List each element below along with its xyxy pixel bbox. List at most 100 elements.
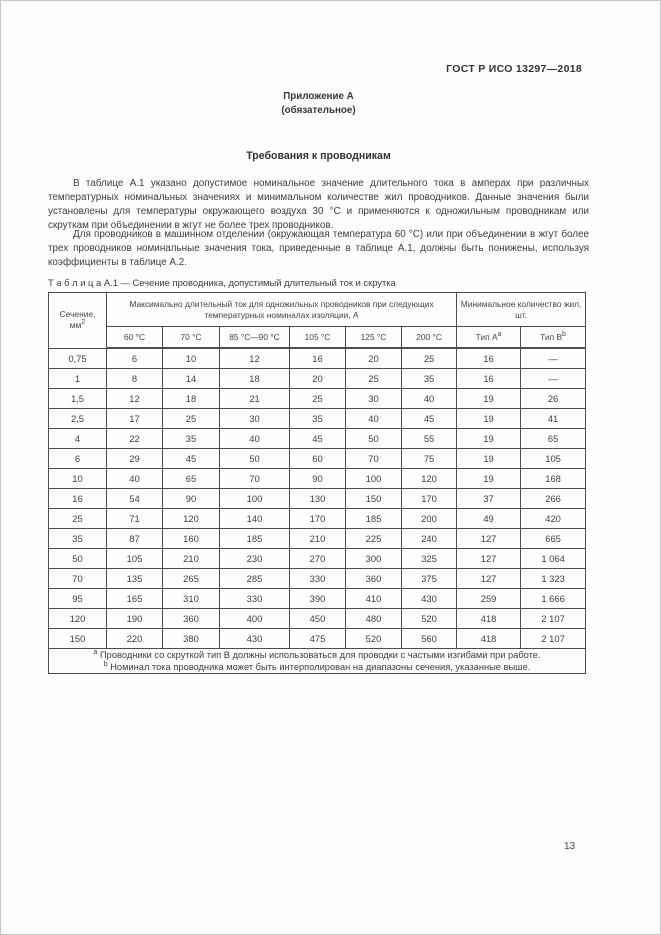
cell-value: 375 bbox=[400, 568, 458, 589]
table-header: Сечение, мм2 Максимально длительный ток … bbox=[48, 292, 587, 349]
col-header-temp-125: 125 °С bbox=[345, 326, 402, 349]
cell-value: 20 bbox=[289, 368, 346, 389]
cell-value: 330 bbox=[289, 568, 346, 589]
cell-value: 25 bbox=[400, 347, 458, 369]
cell-value: 127 bbox=[456, 568, 522, 589]
cell-value: 35 bbox=[400, 368, 458, 389]
doc-code: ГОСТ Р ИСО 13297—2018 bbox=[446, 63, 582, 75]
cell-value: 19 bbox=[456, 408, 522, 429]
table-caption: Т а б л и ц а А.1 — Сечение проводника, … bbox=[48, 277, 396, 288]
cell-section: 1,5 bbox=[48, 388, 107, 409]
cell-value: 90 bbox=[162, 488, 220, 509]
col-header-type-a: Тип Аa bbox=[456, 326, 522, 349]
cell-value: 71 bbox=[106, 508, 163, 529]
annex-heading: Приложение А (обязательное) bbox=[48, 90, 589, 117]
cell-value: 360 bbox=[345, 568, 402, 589]
cell-value: 230 bbox=[219, 548, 290, 569]
page-number: 13 bbox=[564, 841, 576, 852]
cell-value: 185 bbox=[345, 508, 402, 529]
cell-value: 16 bbox=[456, 347, 522, 369]
cell-value: 450 bbox=[289, 608, 346, 629]
col-header-section-line1: Сечение, bbox=[59, 309, 96, 320]
cell-section: 2,5 bbox=[48, 408, 107, 429]
footnote-a-text: Проводники со скруткой тип В должны испо… bbox=[100, 650, 541, 660]
cell-value: 19 bbox=[456, 388, 522, 409]
cell-value: 400 bbox=[219, 608, 290, 629]
cell-value: 18 bbox=[219, 368, 290, 389]
cell-value: 75 bbox=[400, 448, 458, 469]
table-row: 4 22 35 40 45 50 55 19 65 bbox=[48, 428, 587, 449]
cell-value: 170 bbox=[289, 508, 346, 529]
cell-value: 380 bbox=[162, 628, 220, 649]
cell-value: 2 107 bbox=[520, 628, 587, 649]
col-header-temp-70: 70 °С bbox=[162, 326, 220, 349]
cell-value: 8 bbox=[106, 368, 163, 389]
cell-value: 560 bbox=[400, 628, 458, 649]
paragraph-engine-room: Для проводников в машинном отделении (ок… bbox=[48, 229, 589, 268]
annex-subtitle: (обязательное) bbox=[281, 104, 356, 116]
footnote-cell: a Проводники со скруткой тип В должны ис… bbox=[47, 648, 587, 674]
cell-value: 40 bbox=[345, 408, 402, 429]
table-row: 10 40 65 70 90 100 120 19 168 bbox=[48, 468, 587, 489]
cell-value: 25 bbox=[289, 388, 346, 409]
footnote-b: b Номинал тока проводника может быть инт… bbox=[51, 661, 583, 673]
cell-value: 190 bbox=[106, 608, 163, 629]
cell-value: 259 bbox=[456, 588, 522, 609]
col-header-temp-105: 105 °С bbox=[289, 326, 346, 349]
cell-value: 665 bbox=[520, 528, 587, 549]
cell-value: 65 bbox=[520, 428, 587, 449]
cell-section: 150 bbox=[48, 628, 107, 649]
cell-value: 1 323 bbox=[520, 568, 587, 589]
conductor-table: Сечение, мм2 Максимально длительный ток … bbox=[47, 292, 587, 674]
cell-value: 265 bbox=[162, 568, 220, 589]
table-footnotes: a Проводники со скруткой тип В должны ис… bbox=[47, 648, 587, 674]
cell-value: 21 bbox=[219, 388, 290, 409]
cell-value: 90 bbox=[289, 468, 346, 489]
cell-value: 45 bbox=[162, 448, 220, 469]
cell-section: 70 bbox=[48, 568, 107, 589]
cell-value: 19 bbox=[456, 448, 522, 469]
cell-value: 410 bbox=[345, 588, 402, 609]
col-header-min-count-group: Минимальное количество жил, шт. bbox=[456, 292, 587, 327]
cell-value: 14 bbox=[162, 368, 220, 389]
table-header-group-row: Сечение, мм2 Максимально длительный ток … bbox=[48, 292, 587, 349]
cell-section: 25 bbox=[48, 508, 107, 529]
cell-value: 87 bbox=[106, 528, 163, 549]
cell-section: 35 bbox=[48, 528, 107, 549]
cell-value: 168 bbox=[520, 468, 587, 489]
cell-value: 120 bbox=[162, 508, 220, 529]
cell-value: 100 bbox=[345, 468, 402, 489]
cell-value: 150 bbox=[345, 488, 402, 509]
cell-value: 50 bbox=[345, 428, 402, 449]
cell-value: 100 bbox=[219, 488, 290, 509]
cell-value: 45 bbox=[400, 408, 458, 429]
paragraph-current-ratings: В таблице А.1 указано допустимое номинал… bbox=[48, 178, 589, 231]
cell-value: 40 bbox=[219, 428, 290, 449]
cell-value: 60 bbox=[289, 448, 346, 469]
cell-value: 37 bbox=[456, 488, 522, 509]
cell-value: 135 bbox=[106, 568, 163, 589]
cell-value: 310 bbox=[162, 588, 220, 609]
cell-value: 35 bbox=[289, 408, 346, 429]
cell-value: 520 bbox=[345, 628, 402, 649]
table-row: 35 87 160 185 210 225 240 127 665 bbox=[48, 528, 587, 549]
cell-section: 10 bbox=[48, 468, 107, 489]
cell-value: 130 bbox=[289, 488, 346, 509]
table-row: 70 135 265 285 330 360 375 127 1 323 bbox=[48, 568, 587, 589]
cell-value: 10 bbox=[162, 347, 220, 369]
table-row: 120 190 360 400 450 480 520 418 2 107 bbox=[48, 608, 587, 629]
cell-value: 40 bbox=[400, 388, 458, 409]
cell-value: 127 bbox=[456, 528, 522, 549]
cell-value: 300 bbox=[345, 548, 402, 569]
cell-value: 25 bbox=[162, 408, 220, 429]
cell-value: 16 bbox=[456, 368, 522, 389]
footnote-row: a Проводники со скруткой тип В должны ис… bbox=[47, 648, 587, 674]
cell-value: 25 bbox=[345, 368, 402, 389]
col-header-type-b: Тип Вb bbox=[520, 326, 587, 349]
cell-value: 390 bbox=[289, 588, 346, 609]
cell-value: 2 107 bbox=[520, 608, 587, 629]
cell-value: 26 bbox=[520, 388, 587, 409]
cell-section: 16 bbox=[48, 488, 107, 509]
cell-value: 41 bbox=[520, 408, 587, 429]
cell-value: 240 bbox=[400, 528, 458, 549]
